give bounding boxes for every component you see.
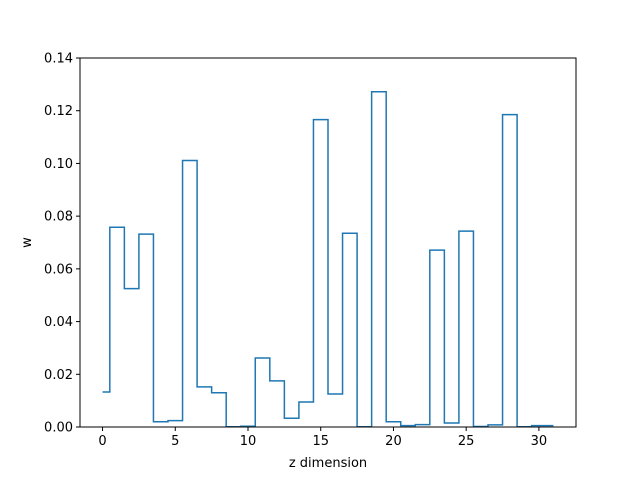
- data-point: [377, 90, 381, 94]
- y-tick-label: 0.04: [44, 315, 73, 330]
- data-point: [173, 419, 177, 423]
- data-point: [290, 416, 294, 420]
- data-point: [275, 379, 279, 383]
- y-tick-label: 0.06: [44, 262, 73, 277]
- x-axis-label: z dimension: [289, 456, 367, 471]
- data-point: [421, 423, 425, 427]
- y-tick-label: 0.10: [44, 157, 73, 172]
- data-point: [319, 118, 323, 122]
- x-tick-label: 10: [240, 434, 257, 449]
- data-point: [101, 390, 105, 394]
- data-point: [508, 113, 512, 117]
- y-tick-label: 0.02: [44, 368, 73, 383]
- data-point: [130, 287, 134, 291]
- data-point: [391, 420, 395, 424]
- series-step-line: [102, 90, 554, 428]
- data-point: [159, 420, 163, 424]
- data-point: [450, 421, 454, 425]
- x-tick-label: 30: [531, 434, 548, 449]
- data-point: [261, 356, 265, 360]
- data-point: [435, 248, 439, 252]
- y-axis-ticks: 0.00 0.02 0.04 0.06 0.08 0.10 0.12 0.14: [44, 52, 80, 436]
- data-point: [479, 424, 483, 428]
- data-point: [217, 391, 221, 395]
- data-point: [493, 423, 497, 427]
- axes-frame: [79, 57, 577, 428]
- x-axis-ticks: 0 5 10 15 20 25 30: [98, 427, 547, 449]
- plot-area: [101, 90, 554, 428]
- y-tick-label: 0.14: [44, 52, 73, 67]
- data-point: [304, 400, 308, 404]
- x-tick-label: 25: [458, 434, 475, 449]
- y-tick-label: 0.12: [44, 104, 73, 119]
- x-tick-label: 0: [98, 434, 106, 449]
- data-point: [202, 385, 206, 389]
- x-tick-label: 20: [385, 434, 402, 449]
- data-point: [115, 225, 119, 229]
- data-point: [144, 232, 148, 236]
- data-point: [188, 159, 192, 163]
- y-axis-label: w: [20, 237, 35, 248]
- data-point: [464, 229, 468, 233]
- data-point: [348, 231, 352, 235]
- data-point: [333, 392, 337, 396]
- x-tick-label: 15: [312, 434, 329, 449]
- x-tick-label: 5: [171, 434, 179, 449]
- y-tick-label: 0.08: [44, 210, 73, 225]
- y-tick-label: 0.00: [44, 421, 73, 436]
